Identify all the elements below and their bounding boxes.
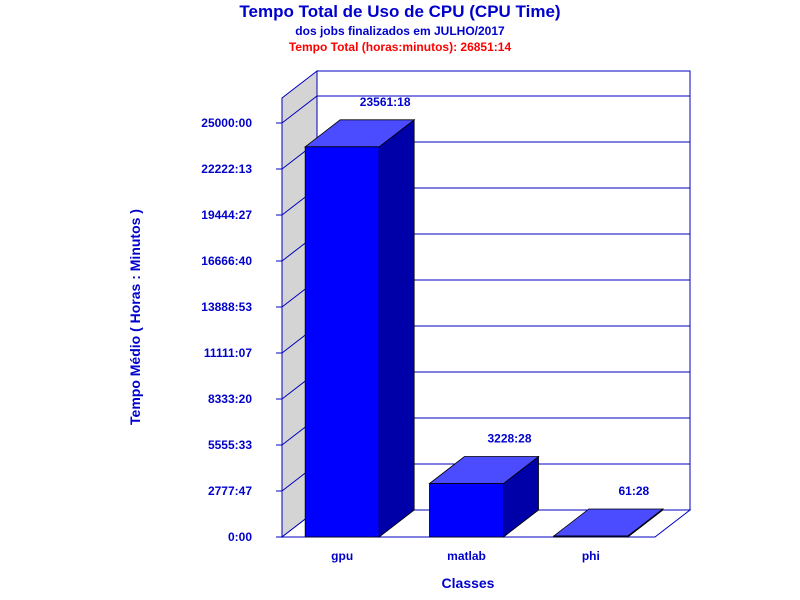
y-tick-label: 0:00	[228, 530, 252, 544]
bar-front	[304, 146, 380, 538]
category-label-matlab: matlab	[447, 549, 486, 563]
y-tick-label: 5555:33	[208, 438, 252, 452]
bar-side	[378, 119, 415, 538]
chart-title: Tempo Total de Uso de CPU (CPU Time)	[239, 2, 560, 21]
y-tick-label: 11111:07	[204, 346, 252, 360]
category-label-phi: phi	[582, 549, 600, 563]
value-label-gpu: 23561:18	[360, 95, 411, 109]
gridline	[281, 95, 690, 124]
y-tick-label: 2777:47	[208, 484, 252, 498]
y-tick-label: 13888:53	[201, 300, 252, 314]
bar-matlab	[428, 455, 540, 538]
chart-subtitle: dos jobs finalizados em JULHO/2017	[295, 24, 505, 38]
x-axis-label: Classes	[442, 575, 495, 591]
total-time-label: Tempo Total (horas:minutos): 26851:14	[289, 40, 512, 54]
bar-phi	[552, 508, 665, 538]
bar-front	[429, 483, 504, 538]
y-axis-label: Tempo Médio ( Horas : Minutos )	[127, 209, 143, 425]
bar-front	[553, 535, 629, 538]
bar-gpu	[303, 119, 416, 538]
y-tick-label: 22222:13	[201, 162, 252, 176]
value-label-matlab: 3228:28	[487, 432, 531, 446]
category-label-gpu: gpu	[331, 549, 353, 563]
y-tick-label: 19444:27	[201, 208, 252, 222]
y-tick-label: 16666:40	[201, 254, 252, 268]
y-tick-label: 25000:00	[201, 116, 252, 130]
value-label-phi: 61:28	[618, 484, 649, 498]
y-tick-label: 8333:20	[208, 392, 252, 406]
